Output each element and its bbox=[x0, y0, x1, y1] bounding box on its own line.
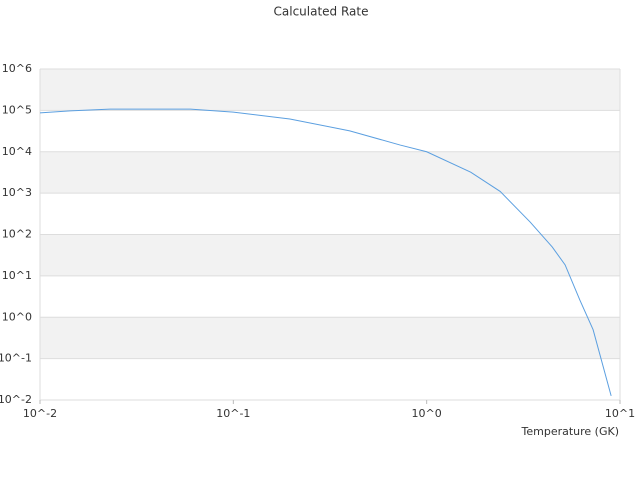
x-tick-label: 10^-2 bbox=[23, 407, 57, 420]
grid-band bbox=[40, 151, 620, 194]
grid-band bbox=[40, 317, 620, 359]
y-tick-label: 10^6 bbox=[2, 62, 32, 75]
data-line bbox=[39, 108, 612, 396]
grid-band bbox=[40, 69, 620, 111]
x-tick-label: 10^-1 bbox=[216, 407, 250, 420]
x-axis-label: Temperature (GK) bbox=[521, 425, 620, 438]
y-tick-label: 10^3 bbox=[2, 186, 32, 199]
y-tick-label: 10^-2 bbox=[0, 393, 32, 406]
y-tick-label: 10^-1 bbox=[0, 352, 32, 365]
grid-band bbox=[40, 234, 620, 276]
y-tick-label: 10^5 bbox=[2, 103, 32, 116]
chart-title: Calculated Rate bbox=[274, 5, 369, 19]
x-tick-label: 10^0 bbox=[412, 407, 442, 420]
y-tick-label: 10^0 bbox=[2, 310, 32, 323]
y-tick-label: 10^1 bbox=[2, 269, 32, 282]
y-tick-label: 10^4 bbox=[2, 145, 32, 158]
x-tick-label: 10^1 bbox=[605, 407, 635, 420]
y-tick-label: 10^2 bbox=[2, 228, 32, 241]
bands bbox=[40, 69, 620, 359]
